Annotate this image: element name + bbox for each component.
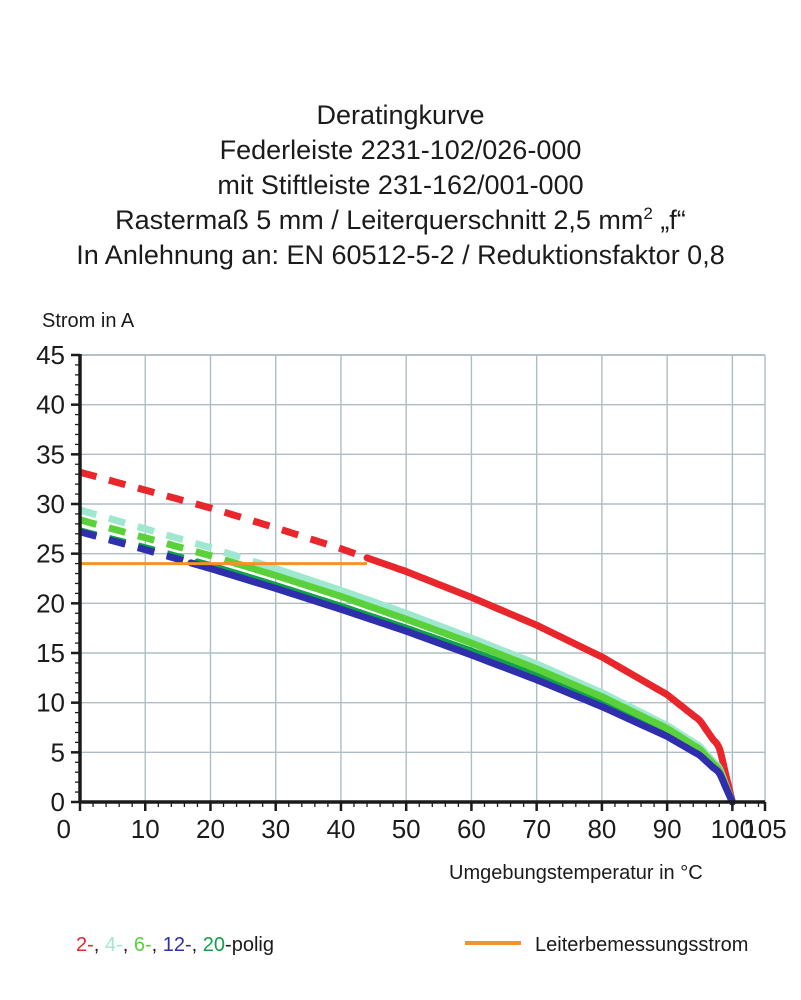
- title-line-2: Federleiste 2231-102/026-000: [219, 135, 582, 165]
- y-axis-title: Strom in A: [42, 310, 135, 332]
- x-tick-label: 70: [522, 814, 551, 844]
- x-tick-label: 60: [457, 814, 486, 844]
- x-tick-label: 30: [261, 814, 290, 844]
- title-line-3: mit Stiftleiste 231-162/001-000: [217, 170, 584, 200]
- axes: [78, 354, 765, 804]
- legend-part: ,: [191, 934, 203, 956]
- x-tick-label: 90: [653, 814, 682, 844]
- series-2-polig: [79, 468, 736, 806]
- x-tick-label: 20: [196, 814, 225, 844]
- legend-part: ,: [122, 934, 134, 956]
- title-line-4-pre: Rastermaß 5 mm / Leiterquerschnitt 2,5 m…: [115, 205, 644, 235]
- legend-part: 4-: [104, 934, 123, 956]
- series-lines: [79, 468, 736, 806]
- x-tick-label: 50: [392, 814, 421, 844]
- y-tick-label: 0: [51, 787, 65, 817]
- title-line-4-superscript: 2: [643, 204, 653, 223]
- x-tick-label: 10: [131, 814, 160, 844]
- y-tick-label: 10: [36, 688, 65, 718]
- title-line-1: Deratingkurve: [316, 100, 485, 130]
- x-tick-label: 40: [326, 814, 355, 844]
- y-tick-label: 25: [36, 539, 65, 569]
- legend-series-labels: 2-, 4-, 6-, 12-, 20-polig: [76, 934, 274, 957]
- title-line-4: Rastermaß 5 mm / Leiterquerschnitt 2,5 m…: [0, 203, 801, 238]
- rated-current-swatch: [465, 941, 521, 945]
- title-line-5: In Anlehnung an: EN 60512-5-2 / Reduktio…: [76, 240, 725, 270]
- chart-title-block: Deratingkurve Federleiste 2231-102/026-0…: [0, 98, 801, 273]
- y-tick-label: 40: [36, 390, 65, 420]
- y-tick-label: 5: [51, 737, 65, 767]
- y-tick-label: 15: [36, 638, 65, 668]
- x-tick-label: 105: [743, 814, 786, 844]
- legend-part: 6-: [133, 934, 152, 956]
- axis-ticks: [71, 353, 767, 811]
- title-line-4-post: „f“: [652, 205, 686, 235]
- grid-lines: [80, 354, 766, 803]
- y-tick-label: 20: [36, 588, 65, 618]
- legend-rated-current-label: Leiterbemessungsstrom: [535, 934, 749, 956]
- legend-part: ,: [93, 934, 105, 956]
- series-12-polig: [79, 528, 736, 806]
- x-tick-label: 100: [711, 814, 754, 844]
- x-tick-label: 80: [587, 814, 616, 844]
- series-6-polig: [79, 516, 736, 806]
- x-tick-label: 0: [57, 814, 71, 844]
- chart-legend: 2-, 4-, 6-, 12-, 20-polig Leiterbemessun…: [0, 934, 801, 974]
- y-axis-tick-labels: 0 5 10 15 20 25 30 35 40 45: [36, 340, 65, 817]
- legend-part: ,: [151, 934, 163, 956]
- y-tick-label: 45: [36, 340, 65, 370]
- legend-rated-current: Leiterbemessungsstrom: [465, 934, 748, 957]
- y-tick-label: 30: [36, 489, 65, 519]
- legend-part: 12-: [162, 934, 192, 956]
- legend-part: 2-: [76, 934, 94, 956]
- x-axis-title: Umgebungstemperatur in °C: [449, 862, 703, 884]
- y-tick-label: 35: [36, 439, 65, 469]
- legend-part: -polig: [225, 934, 274, 956]
- legend-part: 20: [202, 934, 226, 956]
